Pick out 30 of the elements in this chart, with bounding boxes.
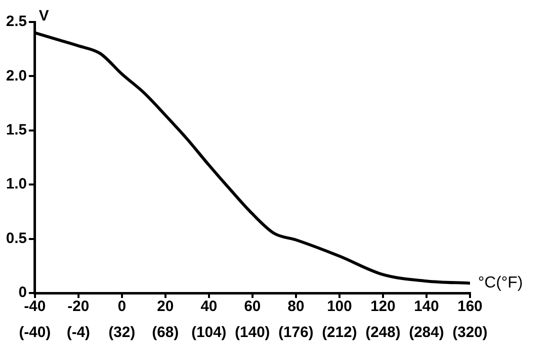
x2-tick-label: (32): [108, 324, 136, 342]
x-tick-label: 140: [414, 298, 439, 316]
x-tick-label: -40: [24, 298, 46, 316]
x-tick-label: 20: [157, 298, 174, 316]
x-tick-label: 100: [326, 298, 352, 316]
x2-tick-label: (212): [322, 324, 357, 342]
x2-tick-label: (320): [452, 324, 488, 342]
x-tick-label: 60: [244, 298, 261, 316]
x-tick-label: -20: [68, 298, 90, 316]
y-tick-label: 0: [18, 284, 27, 302]
y-tick-label: 1.5: [6, 122, 27, 139]
x-tick-label: 120: [370, 298, 396, 316]
x2-tick-label: (104): [191, 324, 226, 342]
x-axis-title: °C(°F): [478, 274, 523, 292]
y-tick-label: 1.0: [6, 176, 27, 193]
x-tick-label: 80: [288, 298, 304, 316]
y-tick-label: 2.5: [6, 13, 27, 30]
x2-tick-label: (-4): [66, 324, 90, 342]
y-tick-label: 2.0: [6, 67, 27, 84]
x2-tick-label: (248): [365, 324, 400, 342]
x-tick-label: 160: [457, 298, 483, 316]
y-tick-label: 0.5: [6, 230, 27, 247]
x-tick-label: 0: [118, 298, 126, 316]
x2-tick-label: (176): [278, 324, 314, 342]
x2-tick-label: (140): [234, 324, 270, 342]
x-tick-label: 40: [200, 298, 218, 316]
x2-tick-label: (284): [408, 324, 444, 342]
x2-tick-label: (68): [152, 324, 179, 342]
x2-tick-label: (-40): [19, 324, 51, 342]
y-axis-title: V: [38, 8, 49, 25]
